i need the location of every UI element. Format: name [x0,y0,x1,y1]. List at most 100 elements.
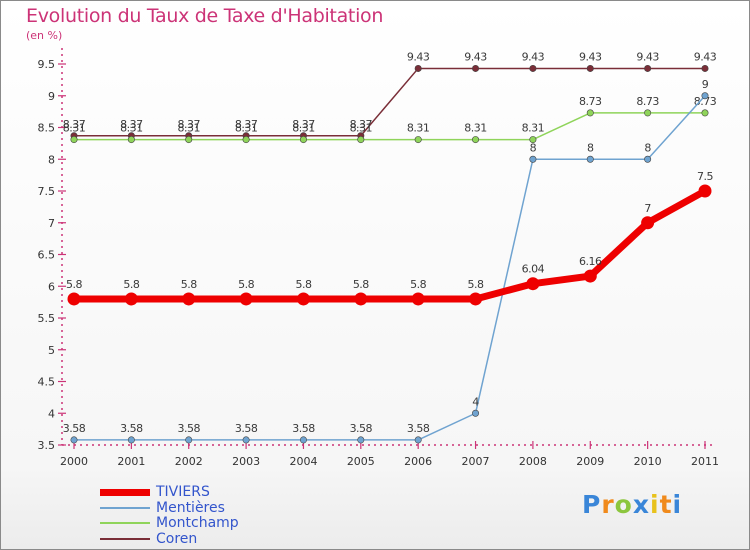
data-point-tiviers [182,292,196,306]
data-label-mentieres: 3.58 [63,422,86,435]
logo-letter: P [582,490,602,519]
data-point-mentieres [70,436,78,444]
proxiti-logo: Proxiti [582,490,682,519]
data-point-montchamp [357,136,365,144]
data-label-mentieres: 4 [472,395,479,408]
y-tick-label: 6 [48,280,55,293]
data-point-mentieres [529,155,537,163]
data-label-mentieres: 8 [587,141,594,154]
data-point-tiviers [641,216,655,230]
data-label-tiviers: 5.8 [66,278,82,291]
data-label-montchamp: 8.73 [694,95,717,108]
data-point-tiviers [583,269,597,283]
data-label-mentieres: 8 [530,141,537,154]
data-label-mentieres: 3.58 [235,422,258,435]
x-tick-label: 2006 [404,455,432,468]
data-label-coren: 8.37 [177,118,200,131]
data-point-montchamp [70,136,78,144]
legend-swatch-montchamp [100,522,150,524]
legend-item-montchamp: Montchamp [100,515,360,532]
series-line-mentieres [73,95,706,441]
data-point-montchamp [701,109,709,117]
legend-label-tiviers: TIVIERS [156,484,210,500]
data-point-montchamp [127,136,135,144]
data-point-coren [586,64,594,72]
data-label-tiviers: 5.8 [181,278,197,291]
data-label-coren: 8.37 [350,118,373,131]
data-label-coren: 8.37 [235,118,258,131]
data-point-tiviers [411,292,425,306]
legend-label-montchamp: Montchamp [156,515,239,531]
y-tick-label: 5 [48,344,55,357]
data-point-montchamp [472,136,480,144]
chart-legend: TIVIERS Mentières Montchamp Coren [100,484,360,548]
logo-letter: i [650,490,660,519]
logo-letter: r [601,490,615,519]
data-label-montchamp: 8.31 [292,122,315,135]
x-tick-label: 2001 [117,455,145,468]
data-label-coren: 8.37 [120,118,143,131]
legend-item-coren: Coren [100,530,360,548]
y-tick-label: 6.5 [38,249,56,262]
data-label-montchamp: 8.31 [235,122,258,135]
data-label-coren: 9.43 [694,50,717,63]
logo-letter: t [659,490,673,519]
data-label-montchamp: 8.31 [120,122,143,135]
data-label-montchamp: 8.31 [407,122,430,135]
data-point-coren [414,64,422,72]
logo-letter: x [632,490,650,519]
data-label-coren: 9.43 [636,50,659,63]
x-tick-label: 2011 [691,455,719,468]
legend-swatch-mentieres [100,506,150,509]
y-tick-label: 8 [48,153,55,166]
series-line-montchamp [73,112,706,141]
data-point-mentieres [185,436,193,444]
legend-swatch-tiviers [100,489,150,496]
data-point-coren [472,64,480,72]
legend-label-coren: Coren [156,530,198,547]
data-label-tiviers: 7.5 [697,170,713,183]
data-label-tiviers: 5.8 [295,278,311,291]
data-point-coren [644,64,652,72]
data-point-tiviers [469,292,483,306]
series-line-coren [73,67,706,137]
data-label-mentieres: 3.58 [407,422,430,435]
data-label-montchamp: 8.31 [464,122,487,135]
x-tick-label: 2008 [519,455,547,468]
y-tick-label: 4 [48,407,55,420]
data-label-tiviers: 6.16 [579,255,602,268]
data-label-coren: 8.37 [63,118,86,131]
y-tick-label: 4.5 [38,376,56,389]
data-label-mentieres: 8 [644,141,651,154]
series-line-tiviers [70,187,709,303]
data-point-mentieres [644,155,652,163]
data-point-mentieres [357,436,365,444]
data-point-coren [701,64,709,72]
x-tick-label: 2009 [576,455,604,468]
data-point-tiviers [526,277,540,291]
data-point-mentieres [299,436,307,444]
legend-swatch-coren [100,537,150,540]
y-tick-label: 9 [48,90,55,103]
x-tick-label: 2007 [462,455,490,468]
data-label-coren: 9.43 [522,50,545,63]
data-label-montchamp: 8.31 [177,122,200,135]
chart-subtitle: (en %) [26,29,63,42]
legend-item-mentieres: Mentières [100,500,360,517]
y-tick-label: 8.5 [38,122,56,135]
data-label-mentieres: 3.58 [292,422,315,435]
data-label-mentieres: 9 [702,78,709,91]
data-point-tiviers [67,292,81,306]
y-tick-label: 3.5 [38,439,56,452]
data-label-tiviers: 6.04 [522,263,545,276]
chart-title: Evolution du Taux de Taxe d'Habitation [26,5,384,27]
data-point-tiviers [239,292,253,306]
data-label-montchamp: 8.31 [63,122,86,135]
data-point-montchamp [529,136,537,144]
data-point-tiviers [296,292,310,306]
data-label-tiviers: 5.8 [238,278,254,291]
data-point-mentieres [414,436,422,444]
data-label-tiviers: 7 [644,202,651,215]
